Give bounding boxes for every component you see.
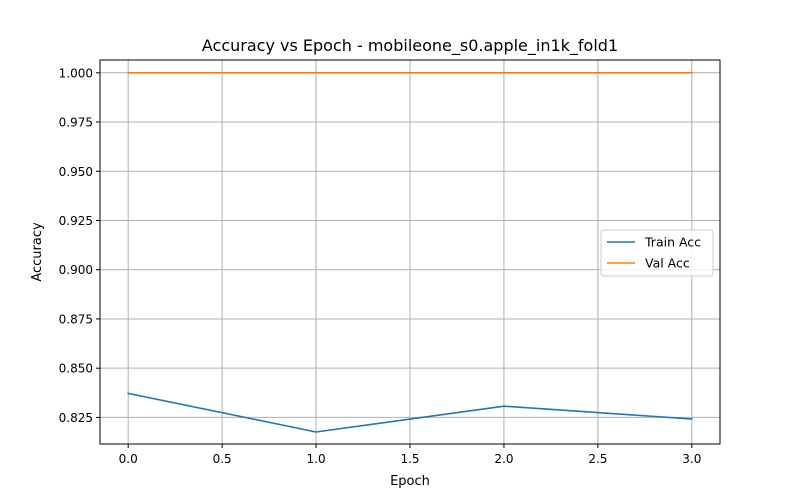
y-tick-label: 0.825 xyxy=(59,411,93,425)
x-tick-label: 1.5 xyxy=(400,452,419,466)
x-tick-label: 2.5 xyxy=(588,452,607,466)
y-tick-label: 0.950 xyxy=(59,165,93,179)
y-axis-label: Accuracy xyxy=(30,222,45,282)
series-lines xyxy=(127,72,693,433)
y-tick-label: 0.975 xyxy=(59,116,93,130)
y-tick-label: 0.875 xyxy=(59,312,93,326)
x-axis-label: Epoch xyxy=(390,474,430,489)
legend-items: Train Acc Val Acc xyxy=(607,235,701,271)
grid-lines xyxy=(100,60,720,444)
chart-title: Accuracy vs Epoch - mobileone_s0.apple_i… xyxy=(202,36,618,56)
series-line-0 xyxy=(127,392,693,433)
y-tick-label: 0.900 xyxy=(59,263,93,277)
x-tick-label: 2.0 xyxy=(494,452,513,466)
x-tick-label: 0.0 xyxy=(119,452,138,466)
x-tick-label: 1.0 xyxy=(307,452,326,466)
x-tick-label: 0.5 xyxy=(213,452,232,466)
y-tick-label: 0.925 xyxy=(59,214,93,228)
axis-ticks: 0.0 0.5 1.0 1.5 2.0 2.5 3.0 0.825 0.850 0.875 0.90… xyxy=(59,66,702,466)
legend-label: Train Acc xyxy=(644,235,701,250)
x-tick-label: 3.0 xyxy=(682,452,701,466)
y-tick-label: 0.850 xyxy=(59,362,93,376)
y-tick-label: 1.000 xyxy=(59,66,93,80)
legend-label: Val Acc xyxy=(645,256,690,271)
legend: Train Acc Val Acc xyxy=(600,229,714,277)
